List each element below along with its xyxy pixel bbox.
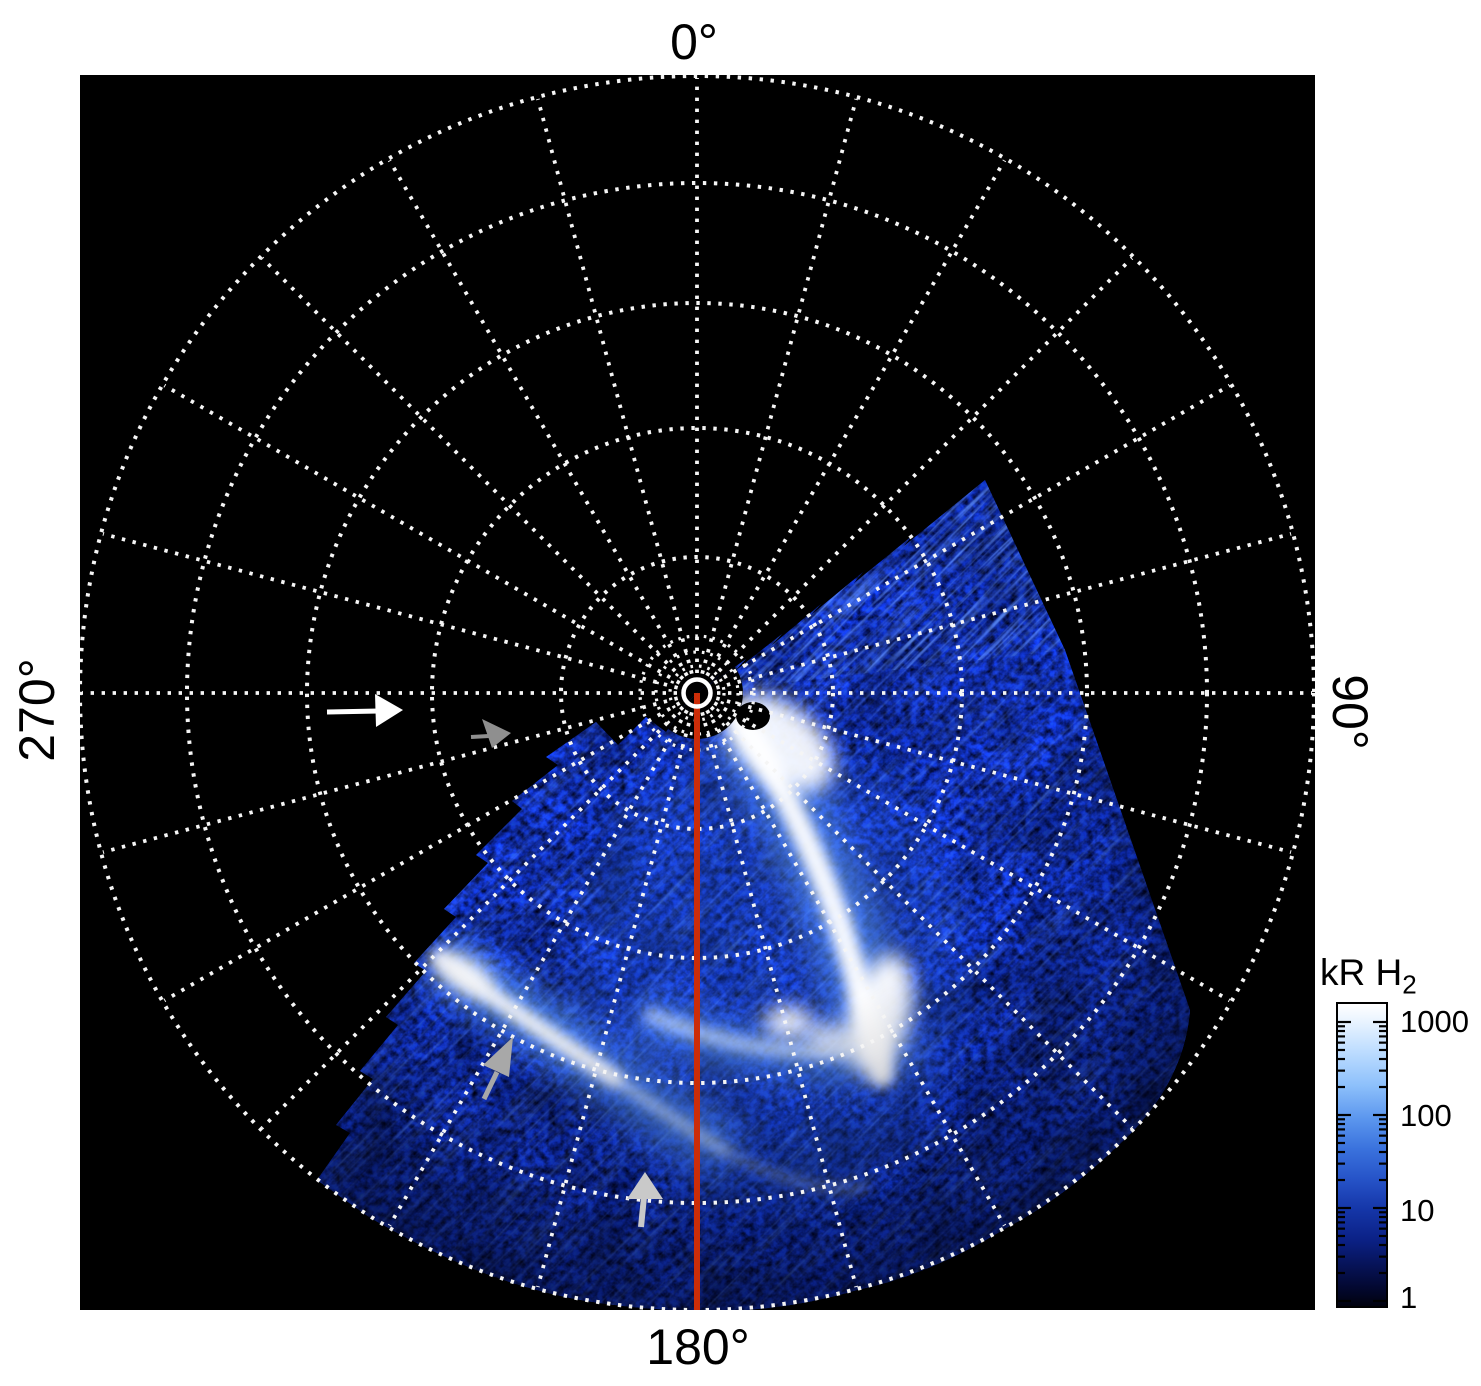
annotation-arrows xyxy=(326,694,663,1228)
angle-label-270: 270° xyxy=(9,658,65,762)
colorbar-title: kR H2 xyxy=(1320,952,1417,1000)
colorbar-tick-100: 100 xyxy=(1400,1098,1452,1133)
white-arrow xyxy=(326,694,403,727)
angle-label-90: 90° xyxy=(1322,674,1378,750)
polar-plot-panel xyxy=(78,74,1316,1312)
colorbar-title-text: kR H xyxy=(1320,952,1403,993)
colorbar-tick-1000: 1000 xyxy=(1400,1004,1469,1039)
pole-marker-ring xyxy=(681,677,713,709)
angle-label-180: 180° xyxy=(646,1319,750,1375)
colorbar-gradient xyxy=(1336,1002,1388,1308)
polar-plot-svg xyxy=(78,74,1316,1312)
colorbar-ticks xyxy=(1338,1020,1386,1303)
gray-arrow-up-right xyxy=(481,1037,513,1101)
gray-arrow-right xyxy=(470,719,511,748)
colorbar-tick-1: 1 xyxy=(1400,1280,1418,1315)
light-gray-arrow-up xyxy=(627,1172,663,1228)
aurora-emission-image xyxy=(317,480,1190,1312)
colorbar-tick-10: 10 xyxy=(1400,1193,1435,1228)
angle-label-0: 0° xyxy=(670,14,718,70)
colorbar-title-subscript: 2 xyxy=(1402,969,1417,1000)
